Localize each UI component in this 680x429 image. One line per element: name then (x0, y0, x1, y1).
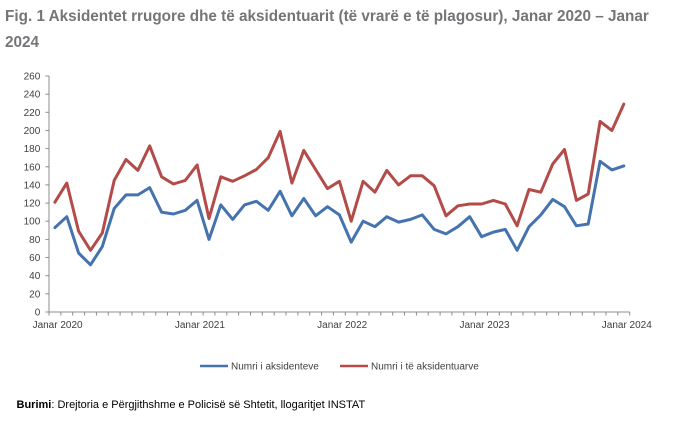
svg-text:220: 220 (24, 108, 41, 119)
svg-text:180: 180 (24, 144, 41, 155)
svg-text:Janar 2022: Janar 2022 (317, 320, 367, 331)
svg-text:20: 20 (29, 289, 41, 300)
svg-text:260: 260 (24, 72, 41, 83)
svg-text:80: 80 (29, 235, 41, 246)
svg-text:Janar 2021: Janar 2021 (175, 320, 225, 331)
svg-text:60: 60 (29, 253, 41, 264)
svg-text:0: 0 (35, 308, 41, 319)
svg-text:200: 200 (24, 126, 41, 137)
svg-text:2024: 2024 (5, 34, 40, 51)
svg-text:Janar 2023: Janar 2023 (459, 320, 509, 331)
svg-text:Burimi: Drejtoria e Përgjithsh: Burimi: Drejtoria e Përgjithshme e Polic… (17, 399, 366, 411)
svg-text:Fig. 1 Aksidentet rrugore dhe: Fig. 1 Aksidentet rrugore dhe të aksiden… (5, 8, 649, 25)
svg-text:120: 120 (24, 199, 41, 210)
svg-text:100: 100 (24, 217, 41, 228)
svg-text:140: 140 (24, 180, 41, 191)
svg-text:Numri i aksidenteve: Numri i aksidenteve (231, 362, 319, 373)
svg-text:Janar 2020: Janar 2020 (33, 320, 83, 331)
svg-text:Numri i të aksidentuarve: Numri i të aksidentuarve (371, 362, 479, 373)
svg-text:160: 160 (24, 162, 41, 173)
svg-text:Janar 2024: Janar 2024 (602, 320, 652, 331)
svg-text:40: 40 (29, 271, 41, 282)
svg-text:240: 240 (24, 90, 41, 101)
